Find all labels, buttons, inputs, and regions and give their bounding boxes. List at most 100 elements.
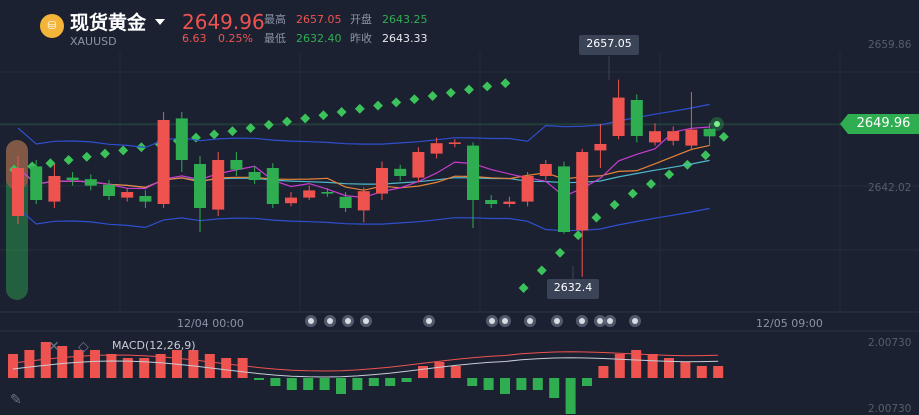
sar-point: [245, 123, 256, 133]
macd-bar-down: [565, 378, 576, 414]
macd-bar-up: [237, 358, 248, 378]
macd-bar-down: [352, 378, 363, 390]
candle-up: [412, 152, 425, 178]
prev-close-value: 2643.33: [382, 32, 428, 45]
sar-point: [45, 158, 56, 169]
macd-bar-up: [418, 366, 428, 378]
sar-point: [100, 148, 110, 159]
candle-up: [285, 197, 297, 204]
candle-down: [558, 166, 570, 232]
candle-down: [30, 166, 43, 200]
sar-point: [518, 283, 529, 293]
sar-point: [646, 179, 656, 189]
candle-up: [157, 120, 170, 204]
macd-bar-up: [450, 366, 461, 378]
candle-up: [430, 143, 443, 154]
macd-axis-label-top: 2.00730: [868, 337, 912, 349]
candle-up: [448, 142, 461, 144]
macd-bar-up: [204, 354, 215, 378]
event-marker-dot: [597, 318, 603, 324]
macd-bar-down: [582, 378, 592, 386]
macd-bar-down: [516, 378, 527, 390]
event-marker-dot: [426, 318, 432, 324]
sar-point: [700, 150, 711, 161]
candle-up: [539, 164, 552, 176]
high-tooltip: 2657.05: [579, 35, 639, 55]
macd-bar-down: [385, 378, 396, 386]
macd-bar-up: [106, 354, 117, 378]
macd-bar-up: [631, 350, 642, 378]
instrument-symbol: XAUUSD: [70, 35, 117, 48]
event-marker-dot: [363, 318, 369, 324]
event-marker-dot: [579, 318, 585, 324]
macd-bar-up: [614, 354, 625, 378]
macd-bar-up: [188, 350, 199, 378]
high-value: 2657.05: [296, 13, 342, 26]
sar-point: [591, 212, 602, 223]
sar-point: [209, 129, 220, 140]
macd-bar-up: [57, 346, 68, 378]
low-label: 最低: [264, 32, 286, 45]
event-marker-dot: [607, 318, 613, 324]
candle-down: [394, 168, 407, 176]
macd-bar-down: [254, 378, 264, 380]
macd-axis-label-bottom: 2.00730: [868, 403, 912, 415]
close-icon[interactable]: ✕: [48, 339, 60, 355]
macd-bar-up: [73, 350, 84, 378]
pencil-icon[interactable]: ✎: [10, 392, 22, 408]
candle-up: [503, 201, 516, 204]
candle-down: [103, 184, 115, 196]
sar-point: [609, 199, 620, 210]
sar-point: [118, 145, 129, 156]
macd-bar-down: [270, 378, 281, 386]
macd-bar-up: [122, 358, 133, 378]
candle-down: [630, 100, 643, 136]
candle-up: [12, 168, 24, 216]
sar-point: [227, 126, 238, 137]
macd-dif-line: [12, 351, 719, 372]
candle-down: [485, 200, 498, 204]
instrument-title[interactable]: 现货黄金: [70, 12, 147, 34]
macd-bar-up: [40, 342, 51, 378]
macd-bar-down: [368, 378, 379, 386]
current-price-tag: 2649.96: [840, 114, 919, 134]
candle-up: [521, 176, 534, 202]
price-change-pct: 0.25%: [218, 32, 253, 45]
macd-bar-up: [24, 350, 35, 378]
event-marker-dot: [308, 318, 314, 324]
candle-down: [321, 192, 334, 194]
event-marker-dot: [527, 318, 533, 324]
macd-bar-up: [90, 350, 100, 378]
boll-lower-line: [17, 207, 710, 232]
candle-up: [121, 192, 134, 198]
candle-down: [139, 196, 152, 202]
candle-up: [576, 152, 589, 231]
candle-down: [266, 168, 279, 204]
dropdown-caret-icon[interactable]: [155, 19, 165, 25]
candle-down: [66, 177, 79, 180]
macd-bar-down: [303, 378, 314, 390]
candle-up: [303, 190, 316, 198]
candle-up: [612, 97, 625, 136]
settings-icon[interactable]: ◇: [78, 339, 89, 355]
sar-point: [536, 265, 547, 276]
candle-down: [194, 164, 206, 208]
macd-bar-down: [319, 378, 330, 390]
candle-down: [339, 196, 352, 208]
macd-bar-up: [155, 354, 166, 378]
macd-bar-down: [401, 378, 412, 382]
sar-point: [718, 131, 729, 142]
event-marker-dot: [502, 318, 508, 324]
candle-up: [594, 144, 607, 151]
sar-point: [573, 230, 584, 241]
boll-upper-line: [17, 103, 710, 149]
macd-bar-down: [483, 378, 494, 390]
open-label: 开盘: [350, 13, 372, 26]
sar-point: [664, 169, 675, 180]
candle-up: [685, 129, 698, 146]
time-label-end: 12/05 09:00: [756, 317, 823, 330]
macd-bar-down: [532, 378, 543, 390]
macd-dea-line: [12, 357, 719, 378]
sar-point: [81, 151, 92, 162]
